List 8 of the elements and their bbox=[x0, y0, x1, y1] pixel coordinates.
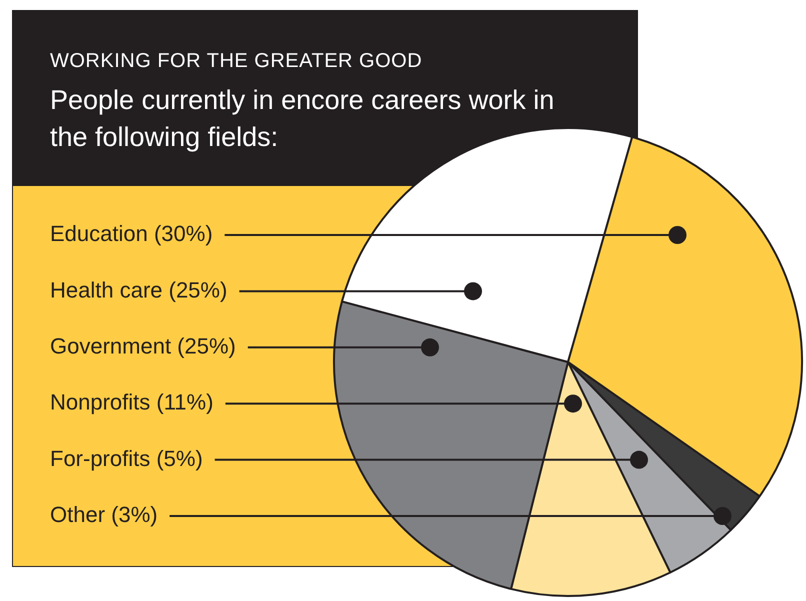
slice-label: Health care (25%) bbox=[50, 277, 228, 302]
chart-title: WORKING FOR THE GREATER GOOD bbox=[50, 50, 422, 73]
chart-subtitle: People currently in encore careers work in the following fields: bbox=[50, 84, 556, 154]
slice-label: Government (25%) bbox=[50, 333, 236, 358]
slice-label: Education (30%) bbox=[50, 221, 213, 246]
slice-label: For-profits (5%) bbox=[50, 446, 203, 471]
slice-label: Other (3%) bbox=[50, 502, 158, 528]
slice-label: Nonprofits (11%) bbox=[50, 390, 214, 415]
